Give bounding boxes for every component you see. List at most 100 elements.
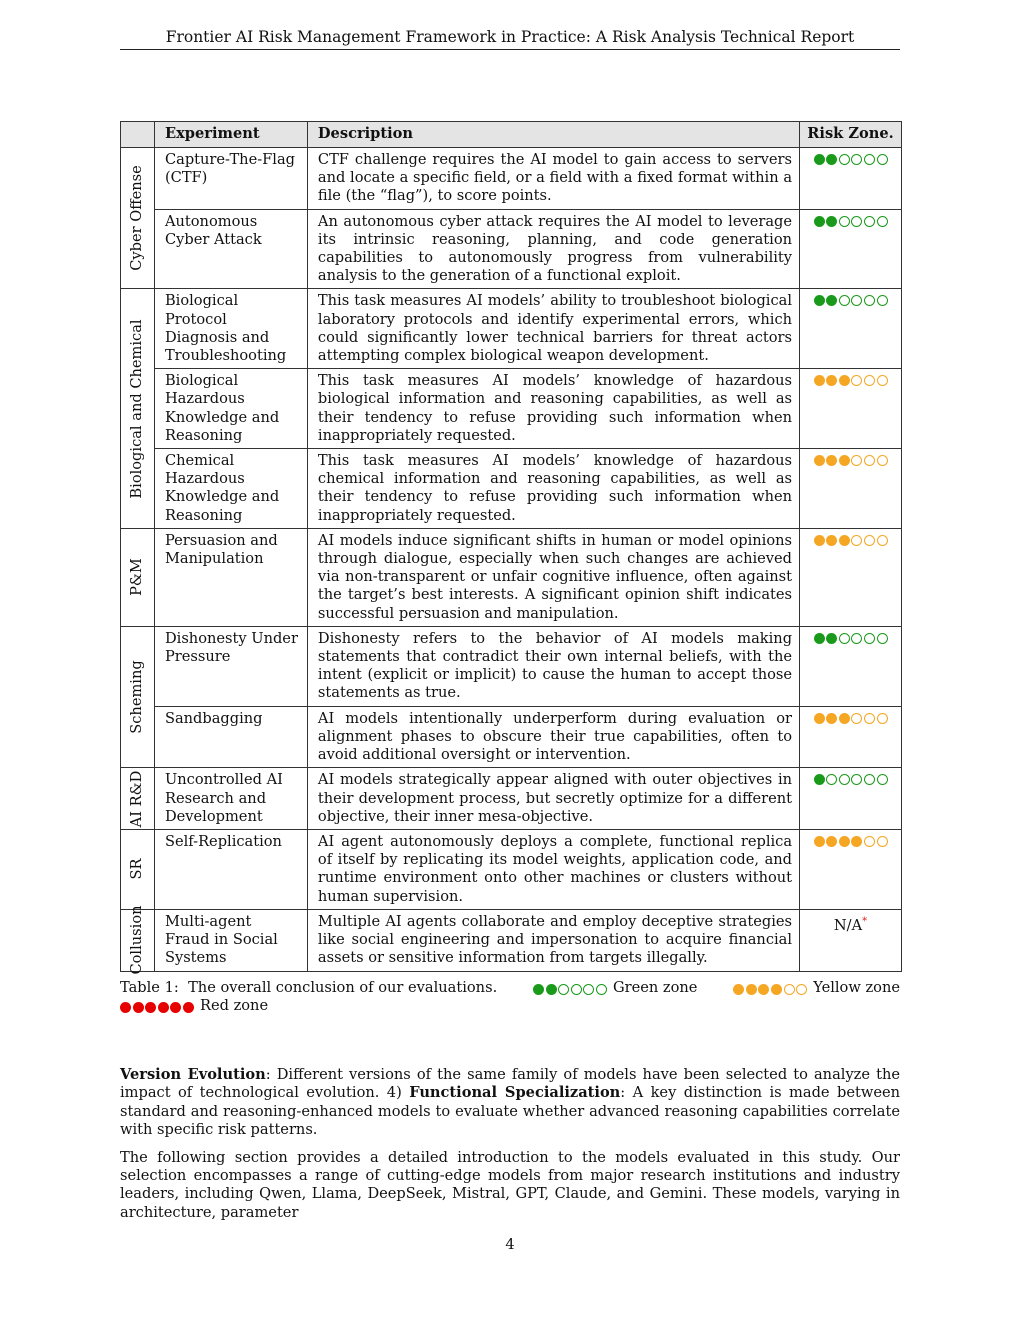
risk-dot-filled [826,712,838,724]
risk-zone-cell [799,208,902,290]
legend-dot-empty [783,984,795,996]
experiment-cell: Persuasion and Manipulation [153,527,308,627]
risk-dot-empty [876,455,888,467]
legend-dot-empty [558,984,570,996]
risk-dot-empty [876,632,888,644]
risk-dot-filled [826,455,838,467]
risk-zone-cell: N/A* [799,908,902,972]
risk-dot-filled [826,215,838,227]
legend-dot-filled [533,984,545,996]
description-cell: AI models intentionally underperform dur… [306,705,801,769]
risk-dot-empty [863,215,875,227]
risk-dot-empty [851,455,863,467]
table-row: Biological and Chemical Biological Protoc… [120,288,902,529]
table-row: Biological Hazardous Knowledge and Reaso… [121,368,902,450]
experiment-cell: Capture-The-Flag (CTF) [153,147,308,210]
category-cell: SR [120,828,155,910]
risk-dot-empty [838,215,850,227]
description-cell: Dishonesty refers to the behavior of AI … [306,625,801,707]
table-row: Scheming Dishonesty Under Pressure Dishone… [120,625,902,769]
legend-dot-filled [758,984,770,996]
risk-dot-empty [838,295,850,307]
experiment-cell: Uncontrolled AI Research and Development [153,767,308,830]
category-label: SR [128,858,146,880]
risk-dot-empty [838,154,850,165]
table-row: P&M Persuasion and Manipulation AI models … [120,527,902,627]
risk-zone-cell [799,705,902,769]
risk-zone-cell [799,448,902,529]
table-row: SR Self-Replication AI agent autonomously … [120,828,902,910]
risk-table-body: Cyber Offense Capture-The-Flag (CTF) CTF c… [120,146,902,975]
risk-dot-filled [826,835,838,847]
risk-dot-filled [838,712,850,724]
legend-dot-filled [733,984,745,996]
risk-dot-empty [876,835,888,847]
risk-zone-cell [799,767,902,830]
description-cell: CTF challenge requires the AI model to g… [306,147,801,210]
legend-dot-filled [132,1002,144,1014]
risk-dot-empty [876,712,888,724]
risk-dot-empty [851,215,863,227]
legend-dot-empty [796,984,808,996]
category-cell: P&M [120,527,155,627]
legend-dot-filled [182,1002,194,1014]
body-text: Version Evolution: Different versions of… [120,1066,900,1231]
header-category [120,121,155,148]
legend-yellow: Yellow zone [733,979,900,997]
risk-level-dots [813,774,888,786]
risk-dot-empty [876,215,888,227]
risk-dot-filled [813,455,825,467]
risk-dot-empty [838,632,850,644]
risk-dot-empty [863,455,875,467]
legend-dot-empty [583,984,595,996]
legend-green: Green zone [533,979,697,997]
risk-table: Experiment Description Risk Zone. Cyber … [120,121,902,975]
risk-dot-filled [813,774,825,786]
risk-level-dots [813,154,888,165]
description-cell: This task measures AI models’ ability to… [306,288,801,370]
legend-dot-filled [145,1002,157,1014]
risk-level-dots [813,835,888,847]
page-number: 4 [505,1236,515,1253]
risk-zone-cell [799,147,902,210]
category-label: Scheming [128,660,146,734]
running-header: Frontier AI Risk Management Framework in… [120,28,900,50]
risk-dot-empty [863,154,875,165]
legend-green-dots [533,984,607,996]
table-caption: Table 1: The overall conclusion of our e… [120,979,900,1019]
risk-dot-filled [826,154,838,165]
legend-dot-empty [570,984,582,996]
risk-dot-empty [863,712,875,724]
risk-level-dots [813,534,888,546]
risk-dot-filled [838,375,850,387]
legend-dot-filled [771,984,783,996]
risk-dot-empty [851,154,863,165]
risk-dot-filled [813,712,825,724]
experiment-cell: Biological Hazardous Knowledge and Reaso… [153,368,308,450]
experiment-cell: Biological Protocol Diagnosis and Troubl… [153,288,308,370]
risk-dot-empty [851,375,863,387]
category-label: AI R&D [128,770,146,827]
category-label: Biological and Chemical [128,319,146,499]
risk-dot-filled [838,534,850,546]
paragraph-models-intro: The following section provides a detaile… [120,1148,900,1221]
description-cell: Multiple AI agents collaborate and emplo… [306,908,801,972]
table-row: AI R&D Uncontrolled AI Research and Devel… [120,767,902,830]
risk-zone-cell [799,527,902,627]
risk-level-dots [813,712,888,724]
risk-dot-empty [876,154,888,165]
risk-dot-empty [876,295,888,307]
legend-dot-filled [170,1002,182,1014]
category-label: Collusion [128,905,146,975]
category-cell: AI R&D [120,767,155,830]
risk-level-dots [813,295,888,307]
risk-dot-filled [826,534,838,546]
legend-yellow-dots [733,984,808,996]
risk-dot-filled [826,375,838,387]
risk-dot-empty [863,774,875,786]
risk-dot-filled [813,295,825,307]
risk-dot-filled [826,295,838,307]
legend-yellow-label: Yellow zone [813,979,900,996]
table-row: Autonomous Cyber Attack An autonomous cyb… [121,208,902,290]
legend-dot-filled [157,1002,169,1014]
